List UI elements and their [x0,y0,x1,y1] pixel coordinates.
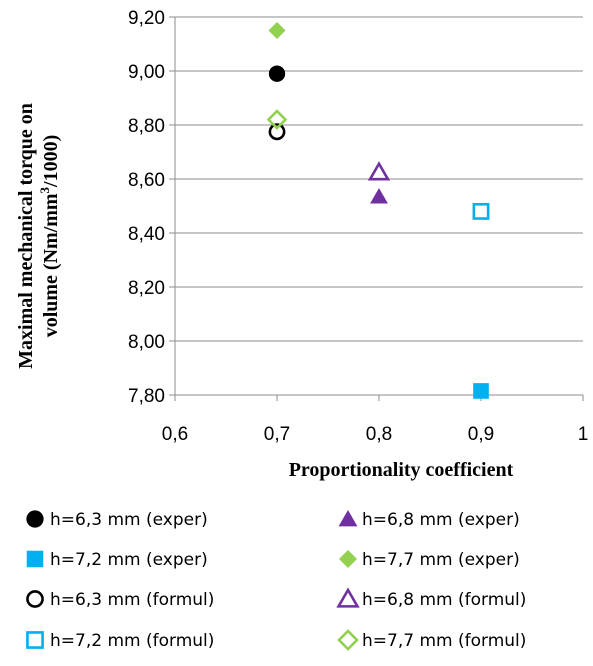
y-axis-title-prefix: volume (Nm/mm [40,193,62,337]
y-axis-title-superscript: 3 [37,186,52,193]
x-tick-label: 0,9 [468,424,494,445]
y-tick-label: 8,40 [128,224,165,245]
y-tick-label: 7,80 [128,386,165,407]
legend-marker [26,631,44,649]
legend-marker [26,550,44,568]
legend-marker [26,590,44,608]
x-tick-label: 0,7 [264,424,290,445]
y-axis-title-line2: volume (Nm/mm3/1000) [37,135,62,338]
gridlines [169,16,583,396]
legend-marker [26,510,44,528]
y-tick-label: 8,60 [128,170,165,191]
y-tick-label: 8,00 [128,332,165,353]
y-tick-label: 8,20 [128,278,165,299]
legend-label: h=6,3 mm (formul) [50,590,214,610]
legend-label: h=7,2 mm (exper) [50,550,208,570]
legend-label: h=6,8 mm (exper) [362,510,520,530]
y-tick-label: 9,00 [128,62,165,83]
x-tick-label: 0,8 [366,424,392,445]
point-h-7-2-mm-formul [472,202,490,220]
data-points [266,22,490,399]
y-tick-labels: 7,80 8,00 8,20 8,40 8,60 8,80 9,00 9,20 [128,8,165,407]
x-tick-label: 0,6 [162,424,188,445]
point-h-7-7-mm-formul [266,109,288,130]
point-h-6-3-mm-exper [268,65,286,82]
point-h-7-2-mm-exper [473,383,489,399]
legend-marker [339,550,357,568]
legend-label: h=6,8 mm (formul) [362,590,526,610]
y-tick-label: 8,80 [128,116,165,137]
point-h-6-8-mm-exper [370,188,388,204]
legend-marker [338,510,358,527]
legend-label: h=7,7 mm (exper) [362,550,520,570]
axes [174,17,584,401]
y-tick-label: 9,20 [128,8,165,29]
legend-label: h=7,2 mm (formul) [50,631,214,651]
y-axis-title-suffix: /1000) [40,135,62,188]
x-tick-labels: 0,6 0,7 0,8 0,9 1 [162,424,589,445]
legend-marker [336,587,360,608]
legend-marker [337,629,359,651]
legend-label: h=6,3 mm (exper) [50,510,208,530]
legend-label: h=7,7 mm (formul) [362,631,526,651]
point-h-6-8-mm-formul [367,161,391,181]
x-axis-title: Proportionality coefficient [289,459,514,481]
point-h-6-3-mm-formul [268,123,286,141]
legend: h=6,3 mm (exper) h=6,8 mm (exper) h=7,2 mm… [26,510,526,651]
x-tick-label: 1 [578,424,589,445]
point-h-7-7-mm-exper [268,22,286,39]
y-axis-title-line1: Maximal mechanical torque on [15,103,37,369]
